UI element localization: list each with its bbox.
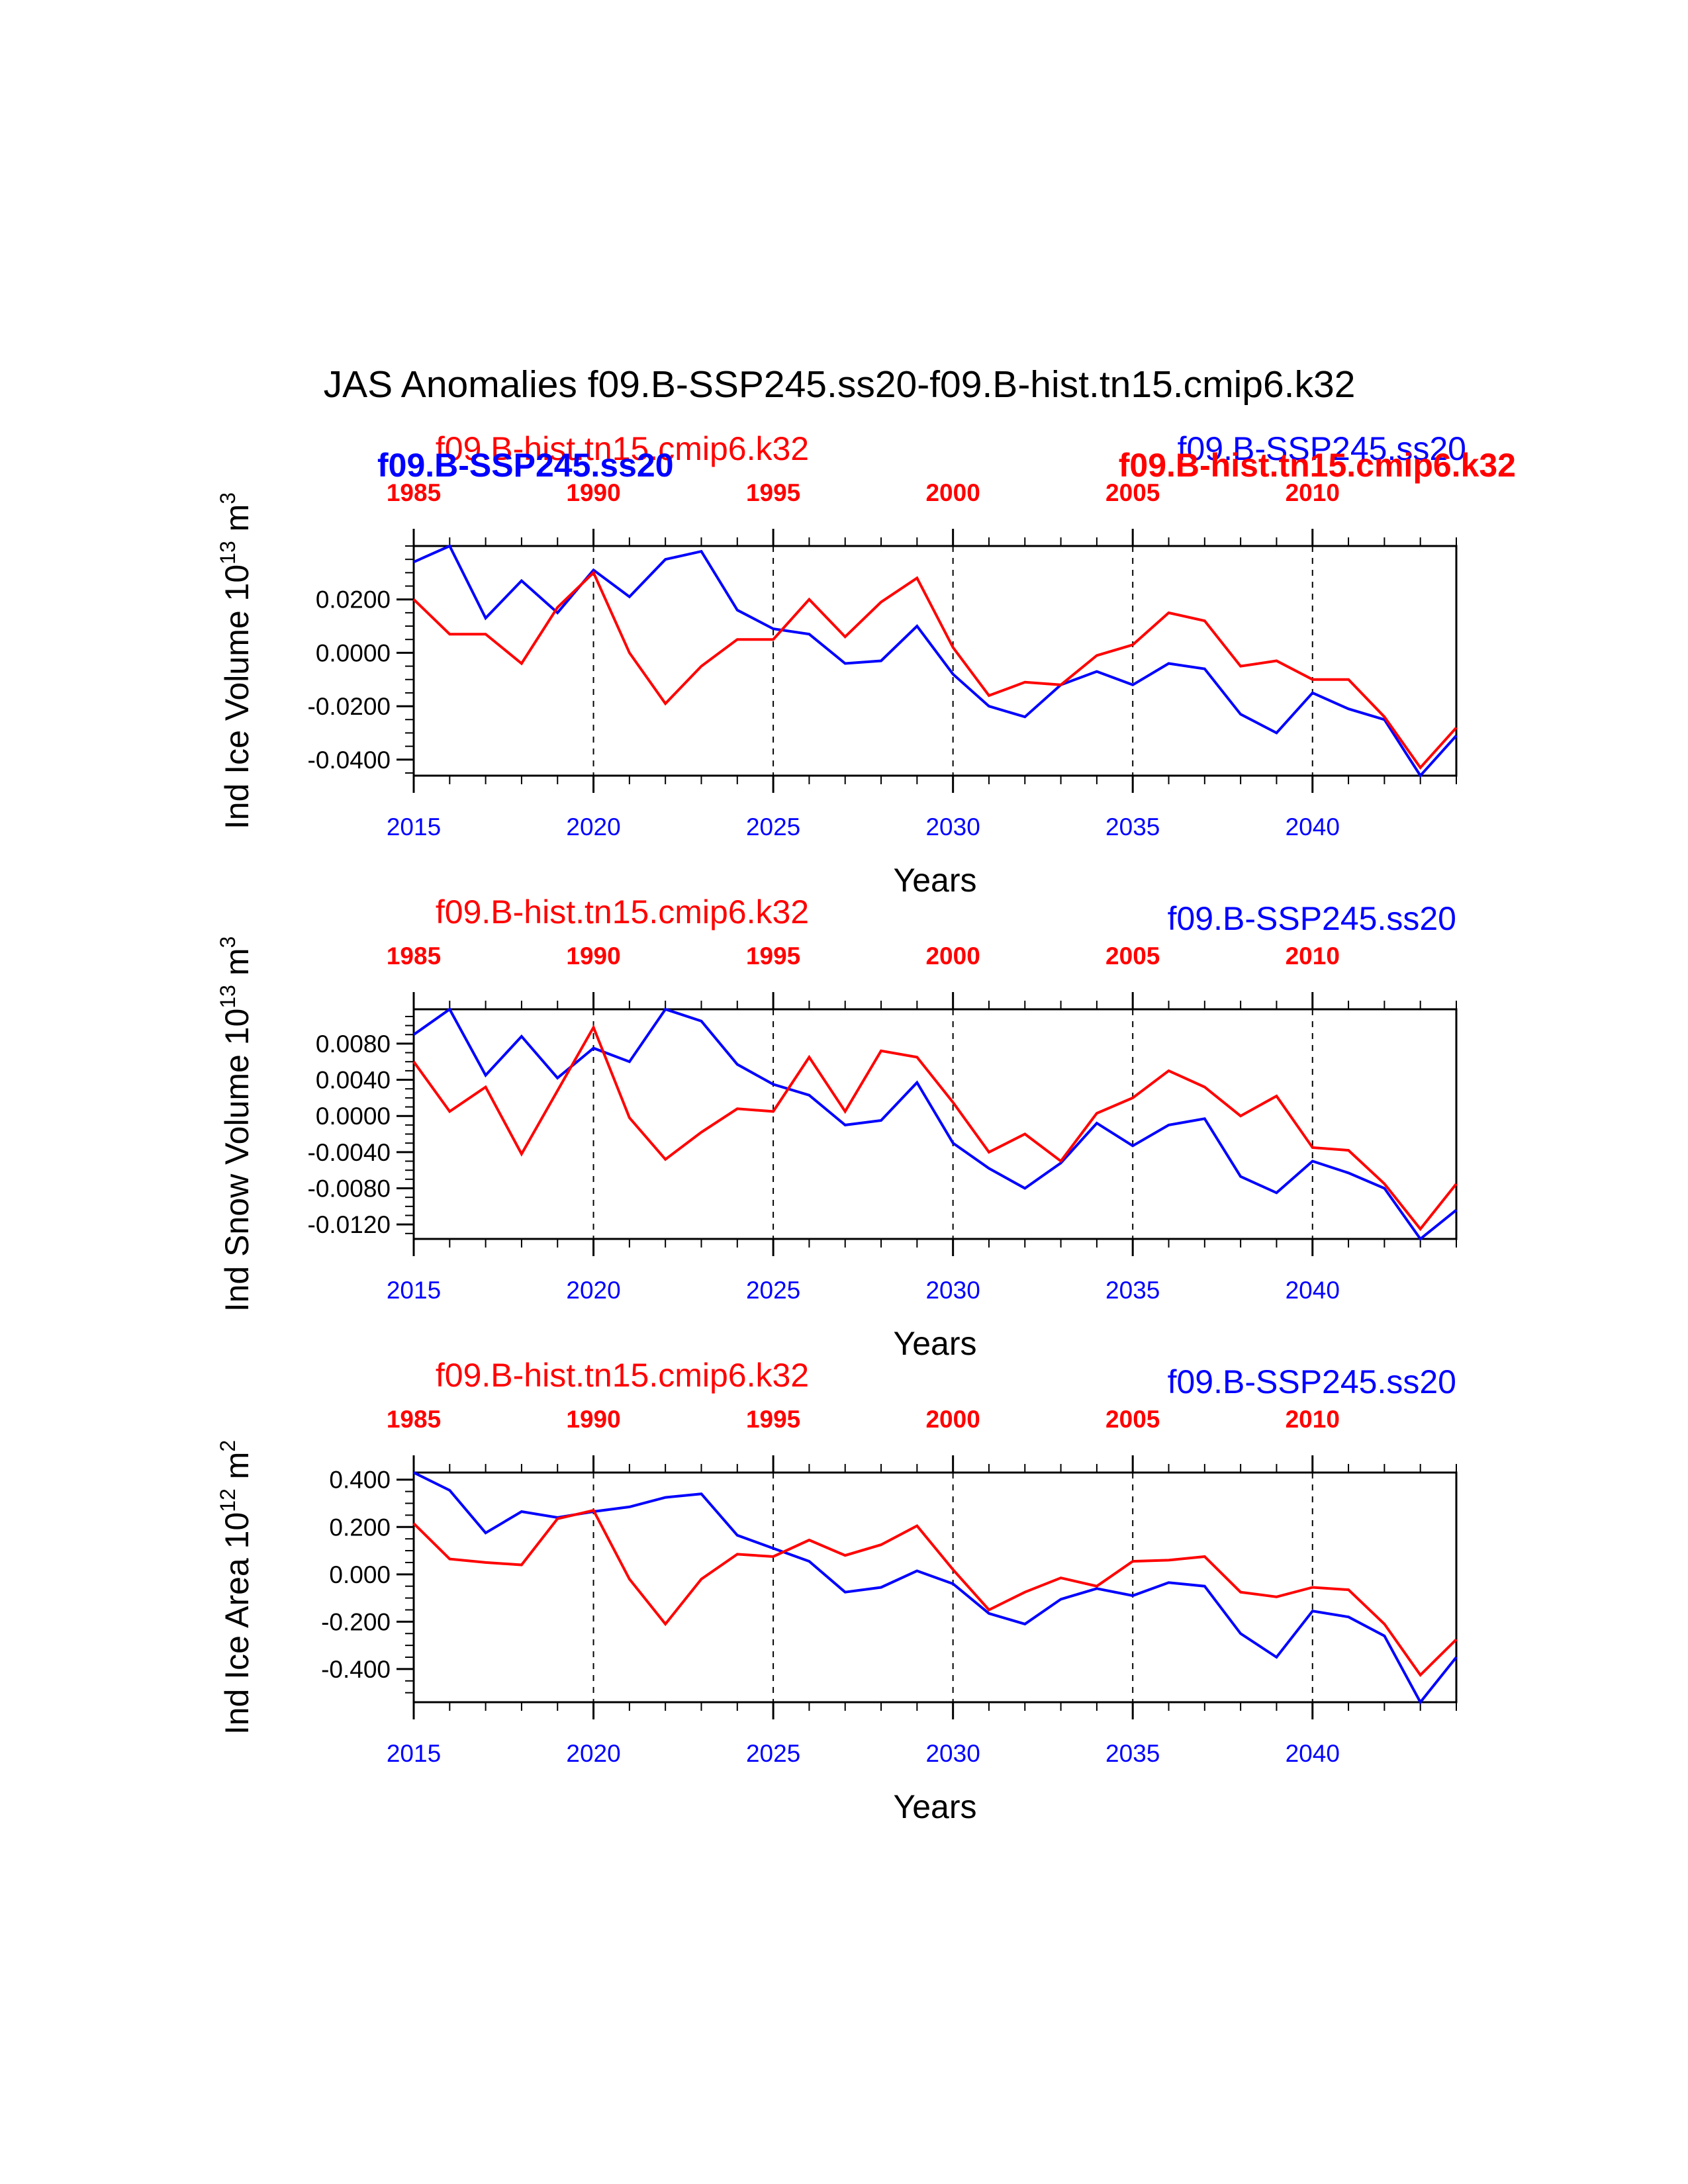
y-axis-title-part: Ind Snow Volume 10	[218, 1009, 256, 1312]
x-top-tick-label: 1995	[746, 942, 800, 970]
panel-ice-area: 0.400 0.200 0.000 -0.200 -0.400 2015 2020 2025 2…	[216, 1357, 1458, 1825]
x-top-tick-label: 2010	[1286, 942, 1340, 970]
y-axis-title: Ind Ice Area 1012 m2	[216, 1440, 256, 1735]
x-bottom-tick-label: 2020	[566, 1277, 620, 1304]
y-tick-label: -0.0120	[308, 1211, 391, 1238]
y-tick-label: -0.0080	[308, 1175, 391, 1202]
y-axis-title-part: 13	[216, 541, 240, 565]
y-axis-title-part: 13	[216, 985, 240, 1009]
panel-snow-volume: 0.0080 0.0040 0.0000 -0.0040 -0.0080 -0.0120 2…	[216, 893, 1458, 1362]
x-top-tick-label: 1985	[387, 942, 441, 970]
x-axis-title: Years	[893, 862, 976, 899]
plot-frame	[412, 545, 1458, 777]
y-axis-title: Ind Ice Volume 1013 m3	[216, 492, 256, 829]
y-tick-label: 0.400	[329, 1467, 391, 1494]
series-line-hist	[412, 570, 1458, 770]
x-bottom-tick-label: 2030	[925, 813, 980, 841]
x-top-tick-label: 1990	[566, 942, 620, 970]
x-axis-title: Years	[893, 1325, 976, 1362]
y-axis-title-part: 12	[216, 1488, 240, 1512]
y-axis-title-part: 3	[216, 492, 240, 504]
y-axis-title-part: m	[218, 1452, 256, 1489]
y-tick-label: 0.0040	[316, 1067, 391, 1094]
y-axis-title-part: 2	[216, 1440, 240, 1452]
x-bottom-tick-label: 2040	[1286, 813, 1340, 841]
x-bottom-tick-label: 2035	[1105, 1277, 1160, 1304]
x-bottom-tick-label: 2025	[746, 813, 800, 841]
plot-frame	[412, 1471, 1458, 1704]
x-bottom-tick-label: 2040	[1286, 1277, 1340, 1304]
y-tick-label: -0.200	[321, 1608, 391, 1635]
y-axis-title-part: m	[218, 948, 256, 985]
x-axis-title: Years	[893, 1788, 976, 1825]
series-line-ssp245	[412, 1007, 1458, 1241]
top-label-hist: f09.B-hist.tn15.cmip6.k32	[436, 1357, 809, 1394]
main-title: JAS Anomalies f09.B-SSP245.ss20-f09.B-hi…	[324, 363, 1356, 406]
x-top-tick-label: 1995	[746, 1406, 800, 1433]
x-top-tick-label: 2005	[1105, 942, 1160, 970]
x-bottom-tick-label: 2025	[746, 1277, 800, 1304]
x-bottom-tick-label: 2030	[925, 1277, 980, 1304]
legend-hist-top: f09.B-hist.tn15.cmip6.k32	[436, 430, 809, 467]
y-axis-title-part: m	[218, 504, 256, 541]
x-top-tick-label: 1995	[746, 479, 800, 506]
x-bottom-tick-label: 2035	[1105, 813, 1160, 841]
y-tick-label: -0.400	[321, 1656, 391, 1683]
y-axis-title-part: 3	[216, 936, 240, 948]
y-tick-label: 0.000	[329, 1561, 391, 1588]
plot-frame	[412, 1008, 1458, 1240]
legend-ssp-bold: f09.B-SSP245.ss20	[377, 447, 674, 484]
top-label-ssp: f09.B-SSP245.ss20	[1168, 900, 1456, 937]
legend-hist-bold: f09.B-hist.tn15.cmip6.k32	[1119, 447, 1516, 484]
panel-ice-volume: 0.0200 0.0000 -0.0200 -0.0400 2015 2020 2025 20…	[216, 479, 1458, 899]
x-bottom-tick-label: 2015	[387, 813, 441, 841]
y-tick-label: -0.0400	[308, 747, 391, 774]
x-top-tick-label: 2010	[1286, 479, 1340, 506]
x-bottom-tick-label: 2035	[1105, 1740, 1160, 1767]
series-line-ssp245	[413, 544, 1458, 778]
x-bottom-tick-label: 2030	[925, 1740, 980, 1767]
x-top-tick-label: 1990	[566, 479, 620, 506]
x-top-tick-label: 2000	[925, 942, 980, 970]
top-label-hist: f09.B-hist.tn15.cmip6.k32	[436, 893, 809, 931]
x-bottom-tick-label: 2025	[746, 1740, 800, 1767]
y-tick-label: -0.0040	[308, 1139, 391, 1166]
x-bottom-tick-label: 2015	[387, 1740, 441, 1767]
y-axis-title-part: Ind Ice Volume 10	[218, 565, 256, 829]
x-bottom-tick-label: 2020	[566, 1740, 620, 1767]
x-top-tick-label: 1985	[387, 479, 441, 506]
y-tick-label: 0.0080	[316, 1030, 391, 1058]
x-top-tick-label: 1985	[387, 1406, 441, 1433]
series-line-hist	[412, 1024, 1458, 1232]
y-tick-label: 0.0200	[316, 586, 391, 614]
x-bottom-tick-label: 2020	[566, 813, 620, 841]
y-axis-title: Ind Snow Volume 1013 m3	[216, 936, 256, 1312]
x-top-tick-label: 2005	[1105, 479, 1160, 506]
series-line-hist	[412, 1508, 1458, 1677]
top-label-ssp: f09.B-SSP245.ss20	[1168, 1363, 1456, 1400]
y-tick-label: 0.0000	[316, 1103, 391, 1130]
y-tick-label: 0.0000	[316, 639, 391, 666]
x-bottom-tick-label: 2040	[1286, 1740, 1340, 1767]
x-top-tick-label: 2005	[1105, 1406, 1160, 1433]
series-line-ssp245	[413, 1471, 1458, 1705]
y-axis-title-part: Ind Ice Area 10	[218, 1512, 256, 1735]
y-tick-label: -0.0200	[308, 693, 391, 720]
legend-ssp-top: f09.B-SSP245.ss20	[1178, 430, 1466, 467]
x-top-tick-label: 2000	[925, 479, 980, 506]
x-top-tick-label: 1990	[566, 1406, 620, 1433]
x-top-tick-label: 2000	[925, 1406, 980, 1433]
x-top-tick-label: 2010	[1286, 1406, 1340, 1433]
x-bottom-tick-label: 2015	[387, 1277, 441, 1304]
y-tick-label: 0.200	[329, 1514, 391, 1541]
